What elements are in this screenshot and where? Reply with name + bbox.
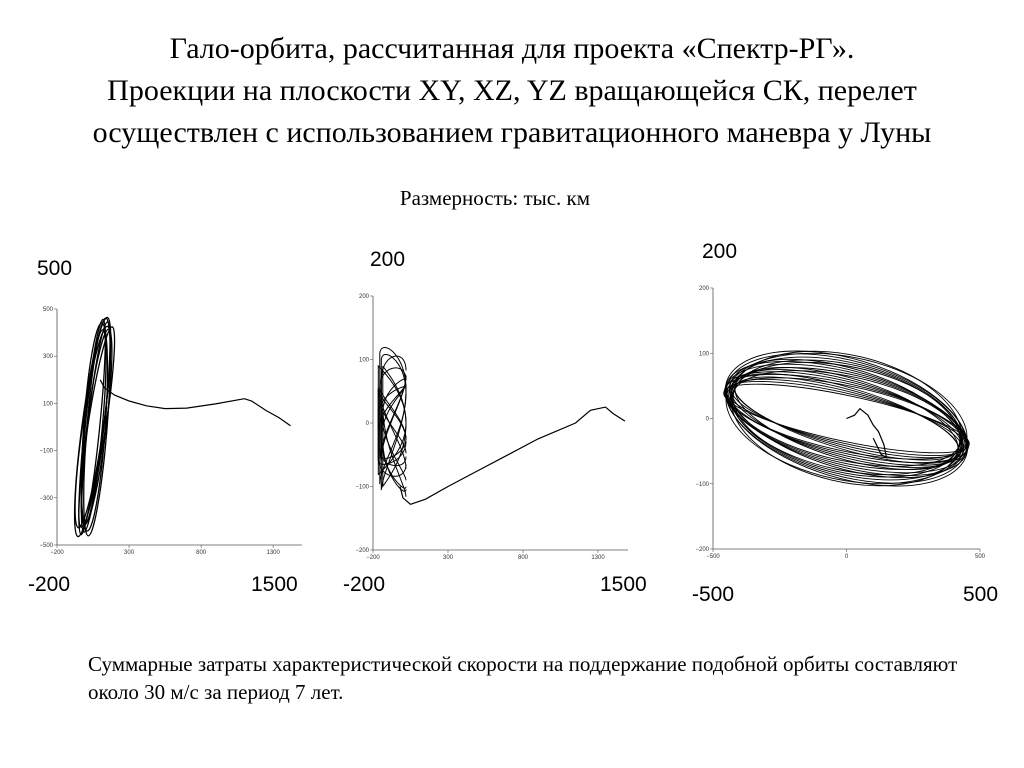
yz-halo-loop [731,378,962,459]
xy-y-tick-label: −300 [39,496,53,502]
xy-y-tick-label: 100 [43,401,54,407]
title-line-1: Гало-орбита, рассчитанная для проекта «С… [169,32,855,65]
yz-y-tick-label: 100 [699,351,710,357]
yz-halo-loop [729,356,964,481]
xz-xmin-label: -200 [343,573,386,596]
slide-title: Гало-орбита, рассчитанная для проекта «С… [0,28,1024,154]
yz-y-tick-label: −200 [695,547,709,553]
yz-halo-loop [725,371,968,466]
units-label: Размерность: тыс. км [399,186,591,210]
yz-halo-loop [734,367,959,470]
xz-x-tick-label: 1300 [591,555,605,561]
xy-y-tick-label: 500 [43,307,54,313]
yz-halo-loop [724,350,969,487]
xz-halo-loop [380,410,407,489]
xz-halo-loop [379,388,407,459]
title-line-3: осуществлен с использованием гравитацион… [92,116,932,149]
xz-x-tick-label: 800 [518,555,529,561]
yz-halo-loop [728,367,965,470]
xy-y-tick-label: −100 [39,449,53,455]
xz-x-tick-label: 300 [443,555,454,561]
yz-halo-loop [732,359,961,478]
title-line-2: Проекции на плоскости XY, XZ, YZ вращающ… [107,74,917,107]
yz-xmax-label: 500 [963,583,999,606]
xz-xmax-label: 1500 [600,573,647,596]
xz-y-tick-label: −100 [355,485,369,491]
yz-x-tick-label: 0 [845,554,849,560]
xy-x-tick-label: 300 [124,550,135,556]
xy-xmin-label: -200 [28,573,71,596]
xz-y-tick-label: 100 [359,358,370,364]
xy-x-tick-label: 1300 [266,550,280,556]
yz-y-tick-label: −100 [695,482,709,488]
xy-transfer-trajectory [99,379,291,427]
xz-ymax-label: 200 [370,248,406,271]
yz-halo-loop [725,352,968,485]
xz-halo-loop [377,389,407,465]
xz-y-tick-label: 200 [359,294,370,300]
xy-halo-loop [78,326,116,528]
xy-y-tick-label: −500 [39,543,53,549]
xy-x-tick-label: 800 [196,550,207,556]
xy-x-tick-label: −200 [50,550,64,556]
xy-ymax-label: 500 [37,257,73,280]
xz-halo-loop [380,354,407,491]
xz-y-tick-label: 0 [366,421,370,427]
yz-halo-loop [723,383,970,454]
xy-y-tick-label: 300 [43,354,54,360]
yz-halo-loop [730,350,963,487]
yz-ymax-label: 200 [702,240,738,263]
yz-xmin-label: -500 [692,583,735,606]
xz-halo-loop [382,408,407,497]
footnote-text: Суммарные затраты характеристической ско… [88,652,958,704]
xz-x-tick-label: −200 [366,555,380,561]
yz-y-tick-label: 200 [699,286,710,292]
yz-halo-loop [723,373,970,464]
xz-transfer-trajectory [399,406,626,505]
yz-x-tick-label: 500 [975,554,986,560]
xz-y-tick-label: −200 [355,548,369,554]
yz-halo-loop [731,361,962,476]
xy-halo-loop [74,325,112,529]
yz-halo-loop [726,377,967,460]
xz-halo-loop [382,365,407,488]
yz-y-tick-label: 0 [706,417,710,423]
xz-halo-loop [377,387,407,477]
xy-xmax-label: 1500 [251,573,298,596]
yz-x-tick-label: −500 [706,554,720,560]
xz-halo-loop [379,347,407,485]
yz-halo-loop [725,353,968,484]
